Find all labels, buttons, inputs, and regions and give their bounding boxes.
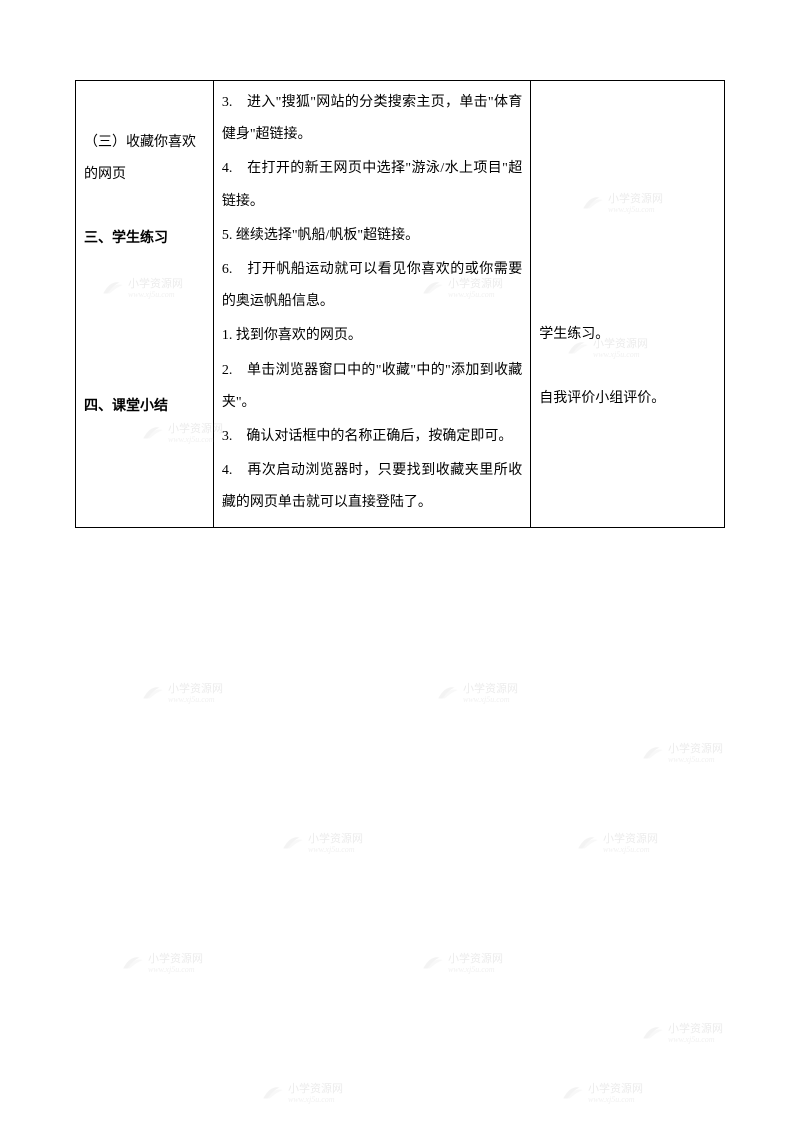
right-column-cell: 学生练习。 自我评价小组评价。 (531, 81, 725, 528)
watermark-icon: 小学资源网www.xj5u.com (435, 680, 518, 704)
section-three-label: 三、学生练习 (84, 223, 205, 255)
middle-column-cell: 3. 进入"搜狐"网站的分类搜索主页，单击"体育健身"超链接。 4. 在打开的新… (213, 81, 530, 528)
step-item: 4. 在打开的新王网页中选择"游泳/水上项目"超链接。 (222, 153, 522, 217)
step-item: 3. 确认对话框中的名称正确后，按确定即可。 (222, 421, 522, 453)
table-row: （三）收藏你喜欢的网页 三、学生练习 四、课堂小结 3. 进入"搜狐"网站的分类… (76, 81, 725, 528)
watermark-icon: 小学资源网www.xj5u.com (640, 740, 723, 764)
lesson-plan-table: （三）收藏你喜欢的网页 三、学生练习 四、课堂小结 3. 进入"搜狐"网站的分类… (75, 80, 725, 528)
watermark-icon: 小学资源网www.xj5u.com (120, 950, 203, 974)
watermark-icon: 小学资源网www.xj5u.com (420, 950, 503, 974)
step-item: 2. 单击浏览器窗口中的"收藏"中的"添加到收藏夹"。 (222, 355, 522, 419)
watermark-icon: 小学资源网www.xj5u.com (575, 830, 658, 854)
left-column-cell: （三）收藏你喜欢的网页 三、学生练习 四、课堂小结 (76, 81, 214, 528)
note-item: 自我评价小组评价。 (539, 383, 716, 415)
step-item: 6. 打开帆船运动就可以看见你喜欢的或你需要的奥运帆船信息。 (222, 254, 522, 318)
watermark-icon: 小学资源网www.xj5u.com (640, 1020, 723, 1044)
note-item: 学生练习。 (539, 319, 716, 351)
section-four-label: 四、课堂小结 (84, 391, 205, 423)
watermark-icon: 小学资源网www.xj5u.com (260, 1080, 343, 1104)
step-item: 3. 进入"搜狐"网站的分类搜索主页，单击"体育健身"超链接。 (222, 87, 522, 151)
watermark-icon: 小学资源网www.xj5u.com (560, 1080, 643, 1104)
subsection-label: （三）收藏你喜欢的网页 (84, 127, 205, 191)
watermark-icon: 小学资源网www.xj5u.com (280, 830, 363, 854)
step-item: 1. 找到你喜欢的网页。 (222, 320, 522, 352)
watermark-icon: 小学资源网www.xj5u.com (140, 680, 223, 704)
step-item: 5. 继续选择"帆船/帆板"超链接。 (222, 220, 522, 252)
step-item: 4. 再次启动浏览器时，只要找到收藏夹里所收藏的网页单击就可以直接登陆了。 (222, 455, 522, 519)
